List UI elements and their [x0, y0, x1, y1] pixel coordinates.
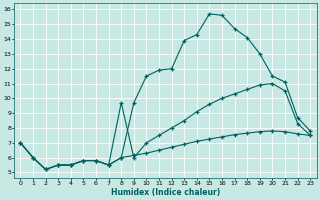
X-axis label: Humidex (Indice chaleur): Humidex (Indice chaleur): [111, 188, 220, 197]
